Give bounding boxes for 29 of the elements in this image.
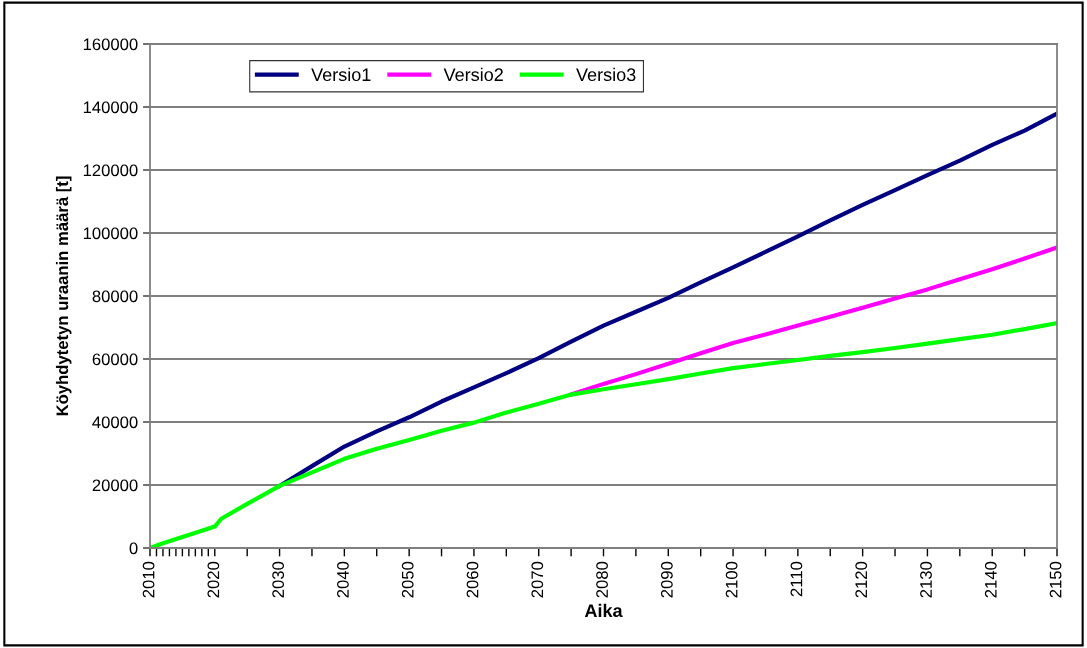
x-tick-label: 2040	[337, 561, 349, 598]
y-tick-label: 140000	[83, 101, 138, 114]
x-tick-label: 2020	[207, 561, 220, 598]
y-tick-label: 60000	[92, 353, 138, 366]
x-tick-label: 2080	[596, 561, 608, 598]
y-tick-label: 80000	[92, 290, 138, 303]
y-tick-label: 20000	[92, 479, 138, 492]
y-tick-label: 0	[129, 542, 138, 555]
x-tick-label: 2150	[1049, 561, 1062, 598]
x-tick-label: 2140	[984, 561, 997, 598]
x-tick-label: 2090	[660, 561, 673, 598]
x-tick-label: 2130	[920, 561, 932, 598]
x-tick-label: 2120	[855, 561, 868, 598]
y-tick-label: 100000	[83, 227, 138, 240]
x-tick-label: 2060	[466, 561, 479, 598]
y-tick-label: 40000	[92, 416, 138, 429]
legend-label: Versio3	[576, 67, 636, 82]
y-tick-label: 120000	[83, 164, 138, 177]
x-tick-label: 2010	[142, 561, 155, 598]
x-tick-label: 2070	[531, 561, 544, 598]
x-tick-label: 2030	[272, 561, 285, 598]
x-tick-label: 2110	[790, 561, 803, 597]
y-tick-label: 160000	[83, 38, 138, 51]
legend-label: Versio1	[311, 67, 371, 82]
x-tick-label: 2100	[725, 561, 738, 598]
y-axis-title: Köyhdytetyn uraanin määrä [t]	[55, 176, 72, 416]
legend-label: Versio2	[443, 67, 503, 82]
x-tick-label: 2050	[401, 561, 414, 598]
x-axis-title: Aika	[584, 603, 623, 618]
